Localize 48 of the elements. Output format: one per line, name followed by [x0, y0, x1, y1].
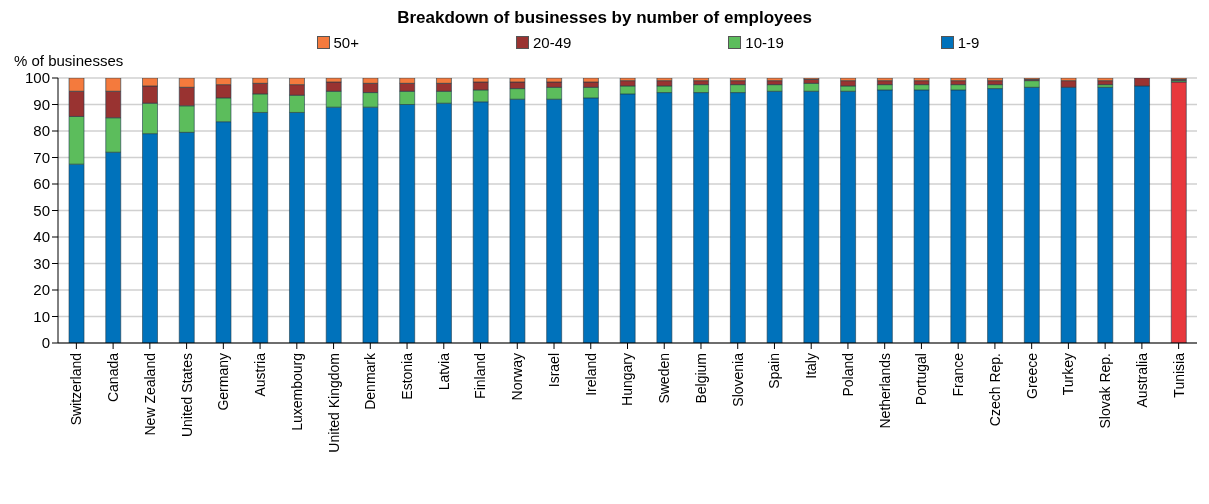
x-tick-label: Israel	[545, 353, 562, 388]
x-tick-label: Latvia	[435, 352, 452, 391]
legend-label: 20-49	[531, 32, 572, 52]
y-tick-label: 60	[33, 175, 50, 193]
x-tick-label: Italy	[803, 353, 820, 379]
x-tick-label: Portugal	[913, 353, 930, 406]
x-tick-label: United States	[178, 353, 195, 438]
x-tick-label: Slovenia	[729, 352, 746, 407]
x-tick-label: Turkey	[1060, 353, 1077, 396]
x-tick-label: New Zealand	[141, 353, 158, 436]
y-tick-label: 100	[24, 69, 50, 87]
x-tick-label: Greece	[1023, 352, 1040, 399]
y-tick-label: 70	[33, 148, 50, 166]
x-tick-label: France	[950, 352, 967, 397]
chart-title: Breakdown of businesses by number of employees	[396, 8, 813, 28]
x-tick-label: Finland	[472, 353, 489, 399]
x-tick-label: Spain	[766, 353, 783, 389]
y-tick-label: 10	[33, 307, 50, 325]
y-tick-label: 20	[33, 281, 50, 299]
x-tick-label: Ireland	[582, 353, 599, 396]
y-tick-label: 90	[33, 95, 50, 113]
y-tick-label: 50	[33, 201, 50, 219]
x-tick-label: Czech Rep.	[986, 353, 1003, 427]
x-tick-label: Belgium	[692, 353, 709, 404]
x-tick-label: Poland	[839, 353, 856, 397]
x-tick-label: Germany	[215, 353, 232, 411]
legend-label: 10-19	[744, 32, 784, 52]
x-tick-label: Australia	[1133, 352, 1150, 408]
x-tick-label: Canada	[105, 352, 122, 403]
x-tick-label: Denmark	[362, 352, 379, 410]
x-tick-label: Estonia	[398, 352, 415, 400]
x-tick-label: Luxembourg	[288, 353, 305, 431]
y-tick-label: 40	[33, 228, 50, 246]
x-tick-label: Tunisia	[1170, 352, 1187, 398]
x-tick-label: Switzerland	[68, 353, 85, 426]
y-tick-label: 80	[33, 122, 50, 140]
x-tick-label: United Kingdom	[325, 353, 342, 453]
legend-label: 50+	[332, 32, 359, 52]
x-tick-label: Austria	[252, 352, 269, 397]
x-tick-label: Norway	[509, 353, 526, 401]
x-tick-label: Sweden	[656, 353, 673, 404]
y-tick-label: 30	[33, 254, 50, 272]
legend-label: 1-9	[956, 32, 980, 52]
y-axis-title: % of businesses	[14, 52, 125, 70]
x-tick-label: Hungary	[619, 353, 636, 406]
x-tick-label: Slovak Rep.	[1097, 353, 1114, 429]
x-tick-label: Netherlands	[876, 353, 893, 429]
y-tick-label: 0	[41, 334, 50, 352]
